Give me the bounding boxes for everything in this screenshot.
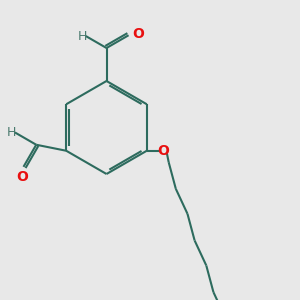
Text: H: H xyxy=(78,30,87,43)
Text: O: O xyxy=(132,27,144,41)
Text: H: H xyxy=(7,126,16,139)
Text: O: O xyxy=(16,170,28,184)
Text: O: O xyxy=(157,144,169,158)
